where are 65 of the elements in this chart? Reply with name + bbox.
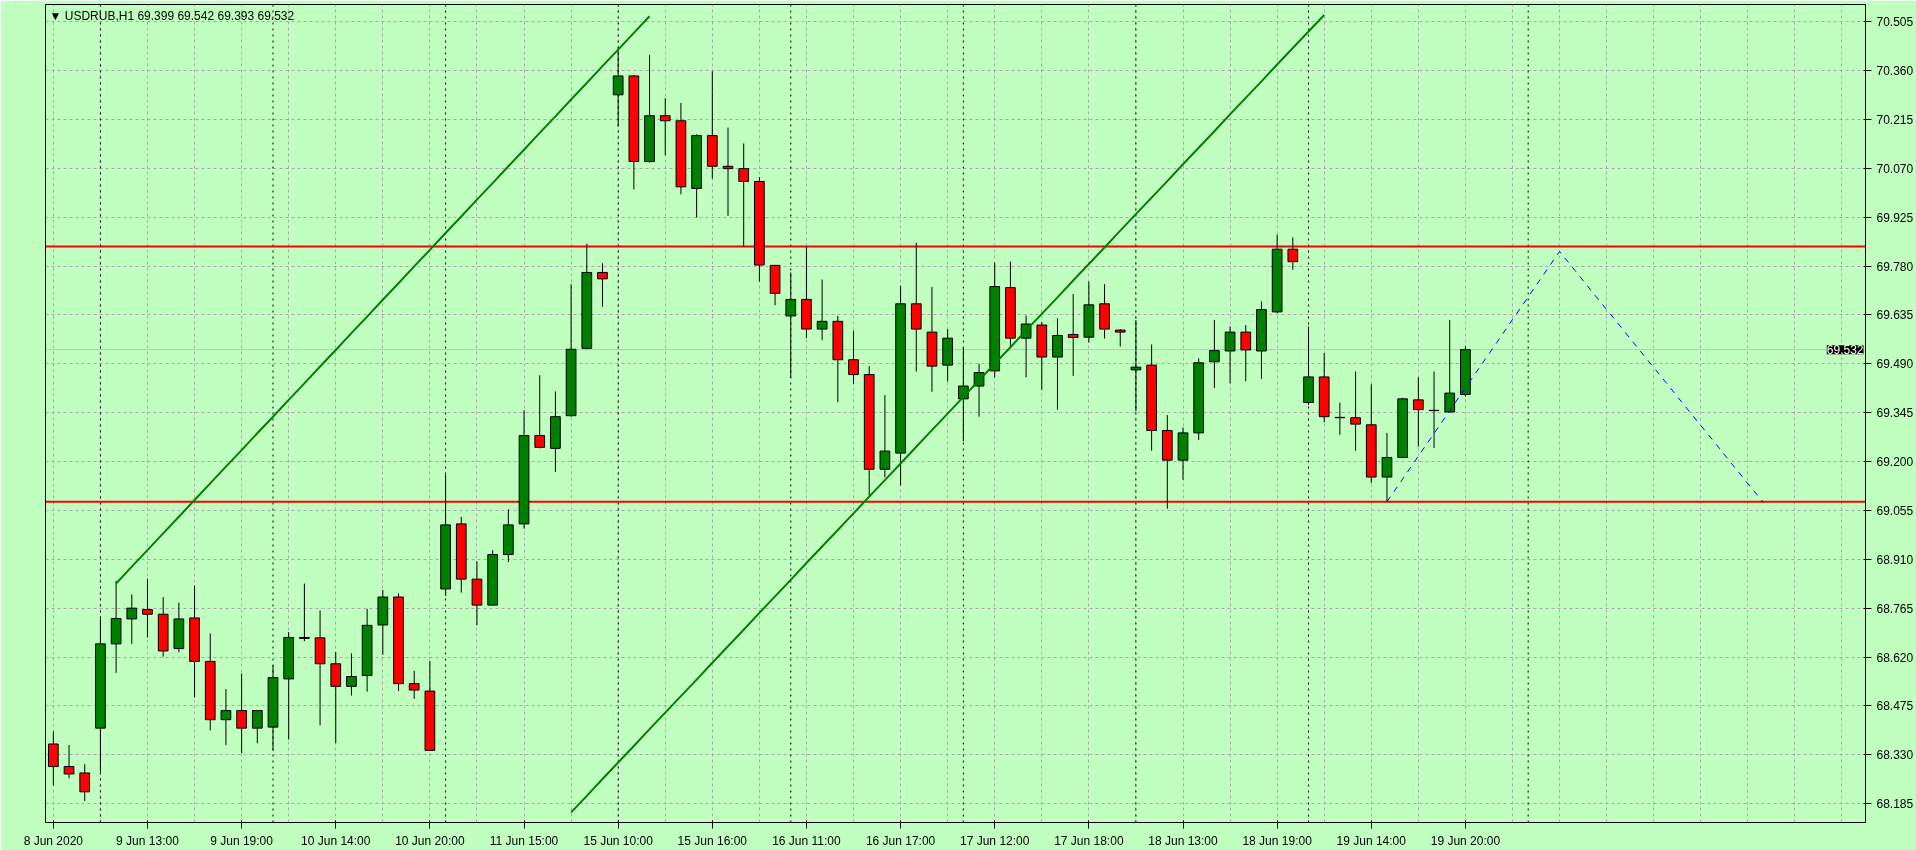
candlestick [299,583,310,642]
candlestick [816,279,828,341]
candlestick [1209,319,1220,389]
x-tick-label: 9 Jun 19:00 [210,833,274,848]
x-tick-label: 16 Jun 17:00 [865,833,936,848]
candlestick [220,688,232,746]
x-tick-label: 11 Jun 15:00 [489,833,559,848]
candlestick [1444,319,1456,413]
candlestick [1381,432,1393,503]
candlestick [1350,371,1361,452]
x-tick-label: 15 Jun 10:00 [583,833,654,848]
x-tick-label: 10 Jun 14:00 [301,833,371,848]
candlestick [330,651,342,744]
candlestick [63,744,75,779]
y-tick-label: 69.345 [1876,406,1914,421]
y-tick-label: 69.055 [1876,503,1914,518]
x-tick-label: 16 Jun 11:00 [772,833,842,848]
x-tick-label: 18 Jun 19:00 [1242,833,1313,848]
y-tick-label: 68.620 [1876,650,1914,665]
candlestick [534,374,546,449]
candlestick [79,763,91,802]
y-tick-label: 69.635 [1876,308,1914,323]
x-tick-label: 10 Jun 20:00 [395,833,465,848]
y-tick-label: 70.505 [1876,15,1914,30]
y-tick-label: 69.925 [1876,210,1914,225]
candlestick [848,330,859,385]
candlestick [126,593,138,645]
y-tick-label: 70.360 [1876,64,1914,79]
ref-line-label: 69.532 [1826,343,1864,358]
chart-title: ▼ USDRUB,H1 69.399 69.542 69.393 69.532 [49,8,295,23]
candlestick [1052,317,1063,411]
x-tick-label: 9 Jun 13:00 [116,833,180,848]
candlestick [597,262,608,308]
candlestick [722,127,734,217]
y-tick-label: 69.490 [1876,357,1914,372]
y-tick-label: 68.765 [1876,601,1914,616]
y-tick-label: 68.330 [1876,748,1914,763]
x-tick-label: 18 Jun 13:00 [1148,833,1219,848]
line-series [570,13,1326,814]
y-tick-label: 70.215 [1876,112,1914,127]
candlestick [408,670,420,700]
candlestick [47,731,59,786]
y-tick-label: 69.200 [1876,455,1914,470]
candlestick [346,652,357,696]
x-tick-label: 19 Jun 14:00 [1336,833,1407,848]
candlestick [251,710,263,744]
candlestick [142,578,153,638]
x-tick-label: 15 Jun 16:00 [677,833,748,848]
x-tick-label: 8 Jun 2020 [23,833,84,848]
y-tick-label: 69.780 [1876,259,1914,274]
y-tick-label: 68.910 [1876,552,1914,567]
y-tick-label: 68.475 [1876,699,1914,714]
x-tick-label: 17 Jun 18:00 [1054,833,1124,848]
x-tick-label: 17 Jun 12:00 [960,833,1030,848]
x-tick-label: 19 Jun 20:00 [1430,833,1501,848]
candlestick [236,673,247,754]
line-series [1386,251,1765,504]
y-tick-label: 70.070 [1876,161,1914,176]
candlestick [659,97,671,156]
candlestick [1067,293,1079,377]
candlestick [1412,376,1424,448]
candlestick [1224,325,1236,384]
candlestick [1240,324,1252,382]
candlestick [879,394,891,478]
y-tick-label: 68.185 [1876,797,1914,812]
